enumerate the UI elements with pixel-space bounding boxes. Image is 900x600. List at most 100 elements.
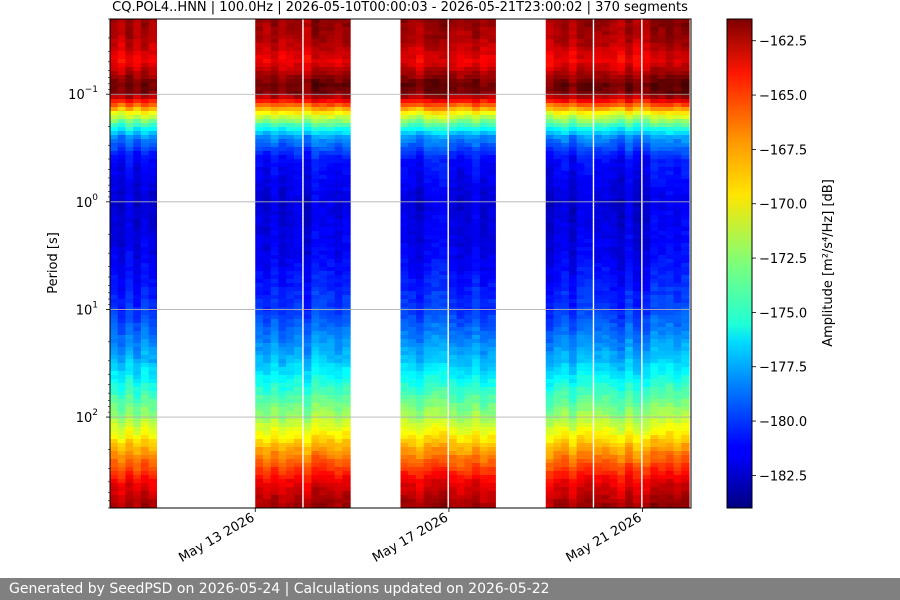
- heatmap-cell: [617, 319, 626, 324]
- heatmap-cell: [609, 131, 618, 136]
- heatmap-cell: [448, 95, 458, 100]
- heatmap-cell: [140, 67, 150, 72]
- heatmap-cell: [408, 423, 417, 428]
- heatmap-cell: [303, 55, 312, 60]
- heatmap-cell: [311, 331, 320, 336]
- heatmap-cell: [408, 231, 417, 236]
- heatmap-cell: [319, 103, 328, 108]
- heatmap-cell: [334, 243, 343, 248]
- heatmap-cell: [617, 407, 626, 412]
- heatmap-cell: [311, 483, 320, 488]
- heatmap-cell: [553, 91, 562, 96]
- heatmap-cell: [133, 451, 142, 456]
- heatmap-cell: [609, 27, 618, 32]
- heatmap-cell: [568, 175, 578, 180]
- heatmap-cell: [545, 459, 555, 464]
- heatmap-cell: [125, 475, 134, 480]
- heatmap-cell: [303, 483, 312, 488]
- heatmap-cell: [431, 375, 440, 380]
- heatmap-cell: [464, 403, 473, 408]
- heatmap-cell: [448, 155, 458, 160]
- heatmap-cell: [334, 435, 343, 440]
- heatmap-cell: [140, 99, 150, 104]
- heatmap-cell: [110, 87, 119, 92]
- heatmap-cell: [487, 495, 496, 500]
- heatmap-cell: [423, 47, 433, 52]
- heatmap-cell: [617, 479, 626, 484]
- heatmap-cell: [262, 255, 272, 260]
- heatmap-cell: [262, 219, 272, 224]
- heatmap-cell: [255, 279, 264, 284]
- heatmap-cell: [561, 287, 570, 292]
- heatmap-cell: [255, 139, 264, 144]
- heatmap-cell: [110, 231, 119, 236]
- heatmap-cell: [431, 459, 440, 464]
- heatmap-cell: [601, 411, 611, 416]
- heatmap-cell: [487, 379, 496, 384]
- heatmap-cell: [148, 159, 157, 164]
- heatmap-cell: [286, 495, 295, 500]
- heatmap-cell: [262, 243, 272, 248]
- heatmap-cell: [479, 375, 489, 380]
- heatmap-cell: [472, 155, 481, 160]
- heatmap-cell: [326, 23, 336, 28]
- heatmap-cell: [561, 351, 570, 356]
- heatmap-cell: [117, 151, 127, 156]
- heatmap-cell: [472, 211, 481, 216]
- heatmap-cell: [584, 231, 593, 236]
- heatmap-cell: [117, 187, 127, 192]
- heatmap-cell: [311, 467, 320, 472]
- heatmap-cell: [311, 35, 320, 40]
- heatmap-cell: [311, 79, 320, 84]
- heatmap-cell: [326, 187, 336, 192]
- heatmap-cell: [148, 175, 157, 180]
- heatmap-cell: [456, 411, 465, 416]
- heatmap-cell: [342, 171, 351, 176]
- heatmap-cell: [311, 255, 320, 260]
- heatmap-cell: [415, 303, 425, 308]
- heatmap-cell: [609, 395, 618, 400]
- heatmap-cell: [576, 143, 586, 148]
- heatmap-cell: [431, 63, 440, 68]
- heatmap-cell: [319, 315, 328, 320]
- heatmap-cell: [464, 255, 473, 260]
- heatmap-cell: [286, 427, 295, 432]
- heatmap-cell: [439, 275, 448, 280]
- heatmap-cell: [609, 47, 618, 52]
- heatmap-cell: [423, 27, 433, 32]
- heatmap-cell: [255, 443, 264, 448]
- heatmap-cell: [568, 267, 578, 272]
- heatmap-cell: [148, 123, 157, 128]
- heatmap-cell: [262, 99, 272, 104]
- heatmap-cell: [601, 383, 611, 388]
- heatmap-cell: [609, 111, 618, 116]
- heatmap-cell: [487, 27, 496, 32]
- heatmap-cell: [415, 239, 425, 244]
- heatmap-cell: [423, 19, 433, 24]
- heatmap-cell: [303, 135, 312, 140]
- heatmap-cell: [140, 175, 150, 180]
- heatmap-cell: [415, 383, 425, 388]
- heatmap-cell: [319, 211, 328, 216]
- heatmap-cell: [456, 443, 465, 448]
- heatmap-cell: [479, 135, 489, 140]
- heatmap-cell: [278, 255, 287, 260]
- heatmap-cell: [342, 63, 351, 68]
- heatmap-cell: [601, 199, 611, 204]
- heatmap-cell: [140, 251, 150, 256]
- heatmap-cell: [148, 443, 157, 448]
- heatmap-cell: [479, 131, 489, 136]
- heatmap-cell: [255, 303, 264, 308]
- heatmap-cell: [576, 403, 586, 408]
- heatmap-cell: [408, 451, 417, 456]
- heatmap-cell: [423, 387, 433, 392]
- heatmap-cell: [423, 275, 433, 280]
- heatmap-cell: [133, 19, 142, 24]
- heatmap-cell: [456, 351, 465, 356]
- heatmap-cell: [439, 159, 448, 164]
- heatmap-cell: [408, 275, 417, 280]
- heatmap-cell: [423, 503, 433, 508]
- heatmap-cell: [553, 483, 562, 488]
- heatmap-cell: [561, 435, 570, 440]
- heatmap-cell: [576, 499, 586, 504]
